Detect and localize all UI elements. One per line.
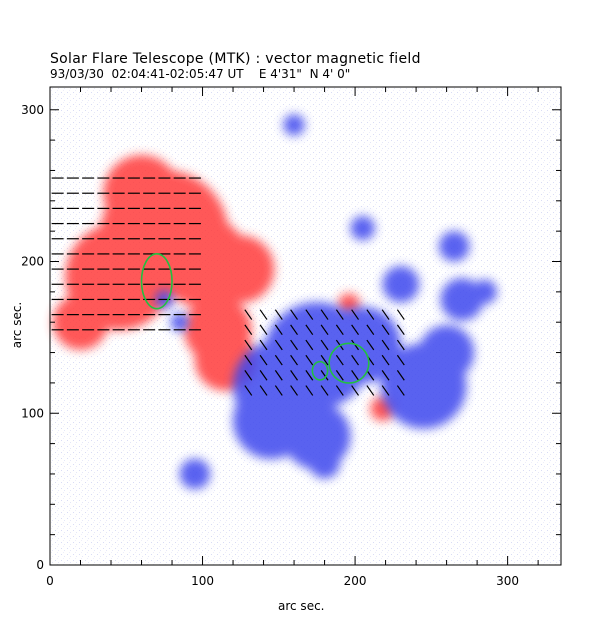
axes: 0 100 200 300 0 100 200 300 bbox=[21, 86, 562, 588]
y-tick-label: 0 bbox=[36, 558, 44, 572]
field-vector bbox=[244, 339, 253, 351]
y-tick-label: 100 bbox=[21, 406, 44, 420]
field-vector bbox=[305, 385, 314, 396]
field-vector bbox=[381, 370, 390, 381]
y-tick-label: 200 bbox=[21, 255, 44, 269]
plot-frame bbox=[49, 86, 562, 566]
field-vector bbox=[381, 324, 390, 336]
field-vector bbox=[351, 309, 360, 320]
field-vector bbox=[320, 385, 329, 396]
negative-blob bbox=[350, 215, 375, 241]
field-vector bbox=[305, 324, 314, 336]
negative-blob bbox=[440, 278, 484, 321]
field-vector bbox=[396, 354, 405, 366]
field-vector bbox=[290, 324, 298, 336]
field-vector bbox=[351, 370, 360, 381]
field-vector bbox=[320, 354, 329, 366]
contours bbox=[140, 252, 370, 384]
field-vector bbox=[305, 339, 314, 351]
field-vector bbox=[381, 354, 390, 366]
field-vector bbox=[274, 309, 283, 320]
x-tick-label: 300 bbox=[496, 574, 519, 588]
field-vector bbox=[259, 370, 268, 381]
field-vector bbox=[244, 354, 253, 366]
field-vector bbox=[274, 354, 283, 366]
contour-line bbox=[311, 360, 329, 381]
field-vector bbox=[366, 309, 375, 320]
field-vector bbox=[396, 309, 405, 320]
field-vector bbox=[290, 385, 298, 396]
field-vector bbox=[366, 339, 375, 351]
field-vector bbox=[381, 339, 390, 351]
chart-title: Solar Flare Telescope (MTK) : vector mag… bbox=[50, 51, 421, 67]
field-vector bbox=[335, 324, 344, 336]
negative-blob bbox=[472, 279, 497, 305]
field-vector bbox=[305, 354, 314, 366]
field-vector bbox=[244, 370, 253, 381]
field-vector bbox=[335, 370, 344, 381]
field-vector bbox=[259, 385, 268, 396]
field-vector bbox=[244, 309, 253, 320]
field-vector bbox=[335, 309, 344, 320]
field-vector bbox=[244, 385, 253, 396]
x-tick-label: 100 bbox=[191, 574, 214, 588]
contour-line bbox=[328, 342, 370, 384]
negative-blob bbox=[170, 313, 189, 332]
field-vector bbox=[290, 309, 298, 320]
field-vector bbox=[305, 309, 314, 320]
field-vector bbox=[274, 324, 283, 336]
negative-blob bbox=[283, 114, 305, 136]
field-vector bbox=[320, 370, 329, 381]
negative-polarity-region bbox=[155, 114, 497, 490]
positive-blob bbox=[207, 235, 275, 303]
field-vector bbox=[259, 309, 268, 320]
y-tick-label: 300 bbox=[21, 103, 44, 117]
plot-area bbox=[50, 87, 561, 565]
positive-blob bbox=[53, 294, 108, 350]
negative-blob bbox=[382, 265, 420, 303]
negative-blob bbox=[309, 448, 340, 479]
x-axis-label: arc sec. bbox=[278, 599, 325, 613]
negative-blob bbox=[179, 458, 211, 490]
field-vector bbox=[396, 385, 405, 396]
field-vector bbox=[290, 370, 298, 381]
field-vector bbox=[366, 324, 375, 336]
field-vector bbox=[335, 354, 344, 366]
contour-line bbox=[140, 252, 173, 310]
field-vector bbox=[351, 385, 360, 396]
x-tick-label: 0 bbox=[46, 574, 54, 588]
negative-blob bbox=[419, 325, 475, 381]
negative-blob bbox=[438, 231, 470, 262]
field-vector bbox=[396, 339, 405, 351]
field-vector bbox=[381, 385, 390, 396]
field-vector bbox=[381, 309, 390, 320]
field-vector bbox=[320, 324, 329, 336]
field-vector bbox=[396, 370, 405, 381]
field-vector bbox=[320, 339, 329, 351]
field-vector bbox=[396, 324, 405, 336]
field-vector bbox=[320, 309, 329, 320]
x-tick-label: 200 bbox=[344, 574, 367, 588]
field-vector bbox=[366, 370, 375, 381]
field-vector bbox=[351, 354, 360, 366]
field-vector bbox=[274, 385, 283, 396]
positive-blob bbox=[103, 155, 180, 232]
field-vector bbox=[305, 370, 314, 381]
field-vector bbox=[259, 339, 268, 351]
chart-subtitle: 93/03/30 02:04:41-02:05:47 UT E 4'31" N … bbox=[50, 67, 351, 81]
field-vector bbox=[366, 385, 375, 396]
field-vector bbox=[335, 385, 344, 396]
field-vector bbox=[274, 370, 283, 381]
negative-blob bbox=[324, 306, 401, 384]
field-vector bbox=[290, 339, 298, 351]
field-vector bbox=[274, 339, 283, 351]
field-vector bbox=[259, 324, 268, 336]
field-vector bbox=[244, 324, 253, 336]
field-vector bbox=[351, 324, 360, 336]
vector-field bbox=[51, 177, 405, 396]
field-vector bbox=[259, 354, 268, 366]
field-vector bbox=[290, 354, 298, 366]
